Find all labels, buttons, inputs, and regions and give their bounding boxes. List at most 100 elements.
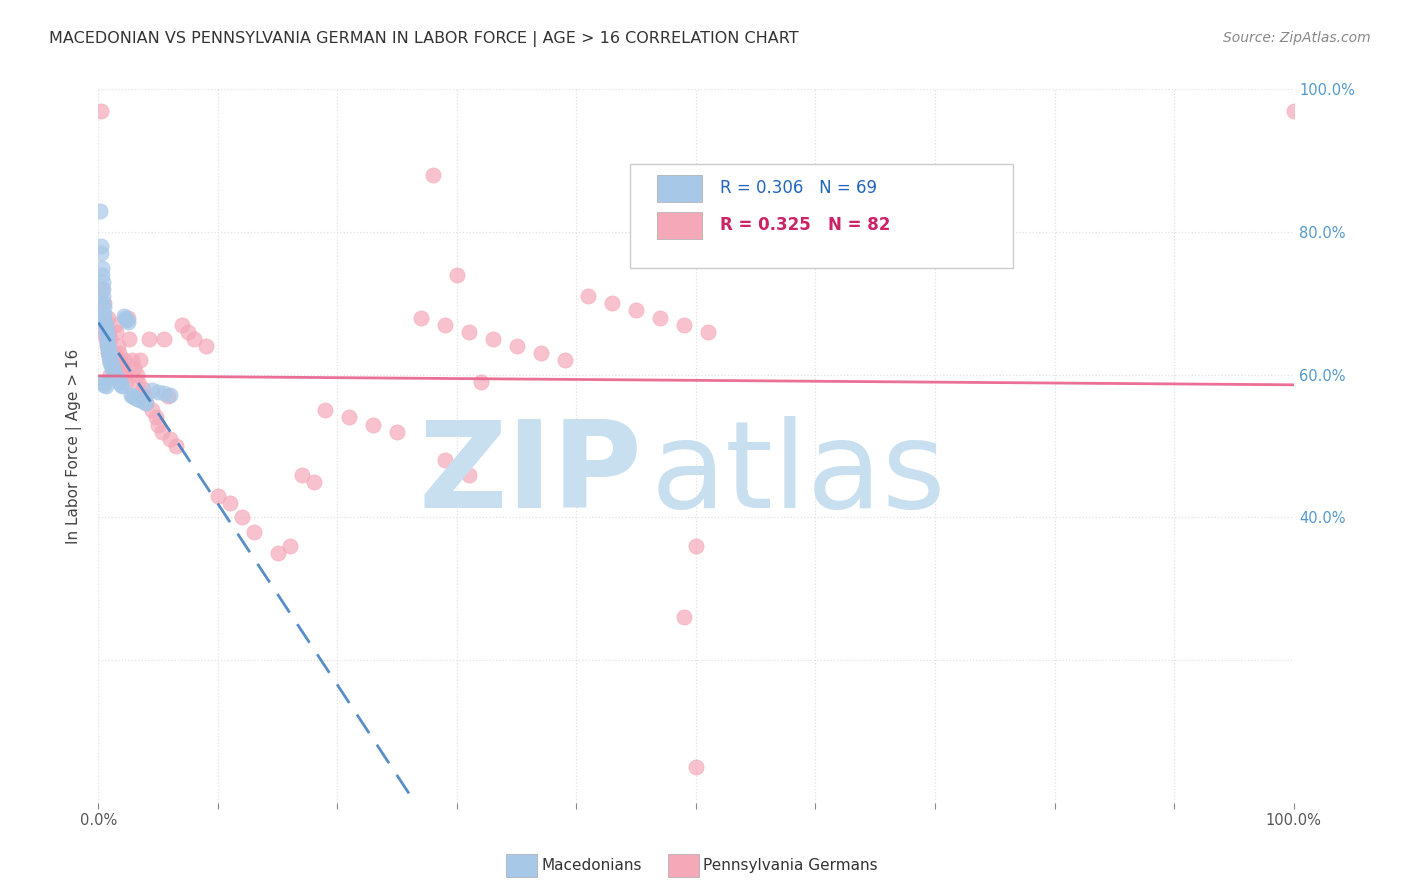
Point — [124, 360, 146, 375]
Point — [141, 403, 163, 417]
Point — [120, 387, 142, 401]
Point — [125, 392, 148, 406]
Point — [100, 353, 122, 368]
Point — [91, 325, 114, 339]
Point — [111, 360, 134, 375]
Point — [100, 359, 122, 373]
Point — [135, 396, 157, 410]
Point — [98, 344, 121, 359]
Point — [150, 425, 173, 439]
Text: R = 0.306   N = 69: R = 0.306 N = 69 — [720, 178, 877, 196]
Point — [302, 475, 325, 489]
Point — [103, 346, 125, 360]
Point — [107, 339, 129, 353]
Text: R = 0.325   N = 82: R = 0.325 N = 82 — [720, 216, 890, 234]
Point — [98, 350, 121, 364]
Point — [697, 325, 720, 339]
Point — [100, 360, 122, 375]
Point — [385, 425, 409, 439]
Point — [648, 310, 672, 325]
Point — [129, 393, 152, 408]
Point — [101, 363, 124, 377]
Point — [145, 410, 167, 425]
Point — [91, 376, 114, 391]
Point — [98, 325, 121, 339]
Point — [103, 365, 125, 379]
Point — [121, 353, 143, 368]
Point — [434, 318, 457, 332]
Point — [96, 330, 118, 344]
Y-axis label: In Labor Force | Age > 16: In Labor Force | Age > 16 — [66, 349, 83, 543]
Point — [98, 356, 122, 370]
Point — [112, 353, 135, 368]
Point — [89, 203, 111, 218]
Point — [93, 307, 115, 321]
Point — [108, 376, 131, 391]
Point — [114, 368, 136, 382]
Point — [231, 510, 253, 524]
Point — [97, 341, 120, 355]
Point — [96, 335, 118, 350]
Point — [93, 314, 115, 328]
Point — [267, 546, 290, 560]
Point — [98, 346, 121, 360]
Point — [411, 310, 433, 325]
Point — [98, 332, 122, 346]
Point — [148, 417, 170, 432]
Point — [1282, 103, 1305, 118]
Point — [93, 310, 115, 325]
Point — [91, 289, 114, 303]
Point — [121, 389, 143, 403]
Point — [315, 403, 337, 417]
Point — [91, 282, 114, 296]
Point — [98, 348, 121, 362]
Point — [195, 339, 218, 353]
Point — [278, 539, 301, 553]
Point — [207, 489, 229, 503]
Point — [97, 339, 120, 353]
Point — [115, 312, 138, 326]
Point — [115, 375, 138, 389]
Point — [578, 289, 600, 303]
Point — [111, 379, 134, 393]
Point — [135, 396, 157, 410]
Point — [98, 353, 122, 368]
Point — [91, 275, 114, 289]
Point — [138, 332, 160, 346]
Point — [93, 300, 115, 314]
Point — [129, 353, 152, 368]
Point — [98, 355, 122, 369]
Point — [131, 382, 153, 396]
Point — [422, 168, 444, 182]
Point — [506, 339, 529, 353]
Point — [458, 325, 481, 339]
Point — [96, 326, 118, 341]
Point — [141, 384, 163, 398]
Point — [153, 332, 176, 346]
Point — [291, 467, 314, 482]
Point — [90, 103, 112, 118]
Point — [118, 332, 141, 346]
FancyBboxPatch shape — [657, 175, 702, 202]
Point — [172, 318, 194, 332]
Point — [98, 351, 122, 366]
Text: ZIP: ZIP — [419, 416, 643, 533]
Point — [446, 268, 468, 282]
Point — [97, 346, 120, 360]
Point — [481, 332, 505, 346]
Point — [110, 377, 132, 392]
Point — [107, 346, 129, 360]
Point — [104, 369, 127, 384]
Point — [96, 328, 118, 343]
Point — [127, 375, 149, 389]
Point — [219, 496, 242, 510]
Point — [117, 315, 139, 329]
Point — [434, 453, 457, 467]
Point — [114, 310, 136, 325]
Point — [97, 337, 120, 351]
Point — [104, 318, 127, 332]
Point — [165, 439, 187, 453]
Point — [530, 346, 553, 360]
Point — [117, 310, 139, 325]
Point — [132, 389, 155, 403]
